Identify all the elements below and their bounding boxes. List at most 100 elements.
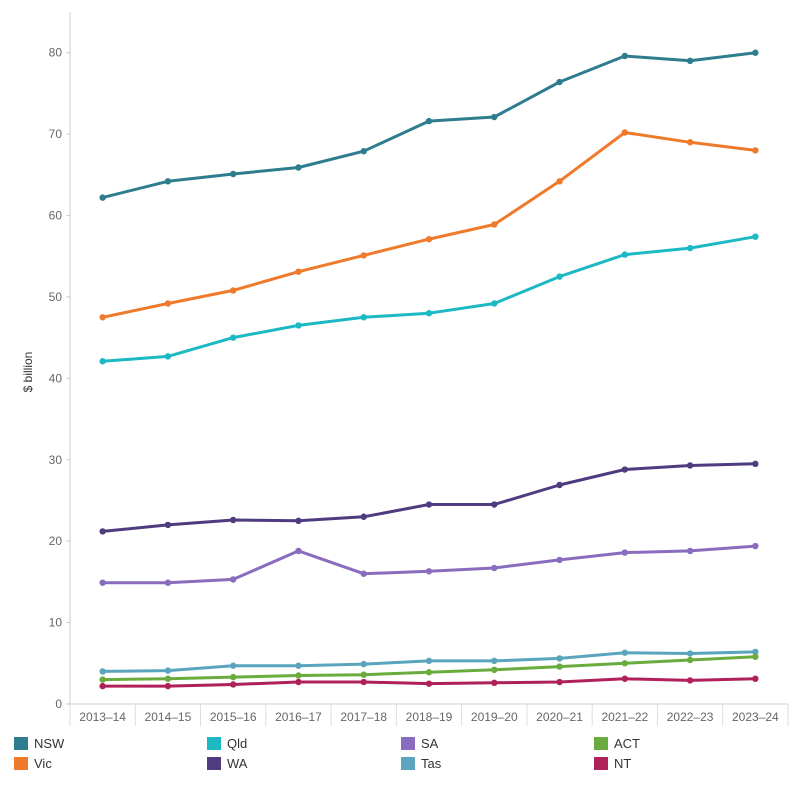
legend-item-wa[interactable]: WA [207, 753, 247, 773]
data-point-qld[interactable] [360, 314, 367, 321]
data-point-wa[interactable] [686, 462, 694, 469]
data-point-vic[interactable] [164, 300, 172, 307]
data-point-sa[interactable] [164, 579, 172, 586]
data-point-qld[interactable] [99, 358, 106, 365]
series-act [99, 653, 759, 683]
data-point-vic[interactable] [752, 147, 759, 154]
data-point-nsw[interactable] [425, 117, 433, 125]
data-point-nt[interactable] [752, 675, 759, 682]
data-point-vic[interactable] [425, 235, 433, 243]
legend-item-qld[interactable]: Qld [207, 733, 247, 753]
data-point-tas[interactable] [425, 657, 433, 665]
data-point-qld[interactable] [164, 353, 172, 360]
data-point-nsw[interactable] [752, 49, 759, 56]
data-point-act[interactable] [425, 669, 433, 676]
data-point-nt[interactable] [425, 680, 433, 687]
data-point-nt[interactable] [295, 678, 302, 686]
series-line-vic [101, 131, 757, 319]
data-point-nsw[interactable] [229, 170, 237, 178]
data-point-sa[interactable] [686, 547, 694, 555]
data-point-act[interactable] [686, 656, 694, 664]
data-point-nsw[interactable] [164, 178, 172, 185]
data-point-nsw[interactable] [686, 57, 694, 65]
data-point-wa[interactable] [229, 516, 237, 524]
data-point-wa[interactable] [360, 513, 367, 520]
data-point-sa[interactable] [752, 542, 759, 550]
data-point-vic[interactable] [556, 178, 563, 185]
data-point-wa[interactable] [425, 501, 433, 508]
data-point-tas[interactable] [99, 668, 106, 675]
data-point-act[interactable] [491, 666, 498, 674]
data-point-nt[interactable] [360, 678, 367, 686]
data-point-tas[interactable] [295, 662, 302, 669]
data-point-qld[interactable] [556, 273, 563, 280]
data-point-vic[interactable] [621, 129, 629, 136]
data-point-tas[interactable] [621, 649, 629, 656]
data-point-act[interactable] [360, 671, 367, 678]
data-point-wa[interactable] [556, 481, 563, 489]
data-point-sa[interactable] [491, 564, 498, 572]
data-point-nsw[interactable] [491, 113, 498, 121]
data-point-vic[interactable] [99, 314, 106, 321]
data-point-qld[interactable] [752, 233, 759, 240]
data-point-act[interactable] [752, 653, 759, 660]
data-point-nt[interactable] [686, 677, 694, 684]
legend-item-nsw[interactable]: NSW [14, 733, 64, 753]
data-point-sa[interactable] [295, 547, 302, 555]
data-point-vic[interactable] [491, 221, 498, 228]
data-point-nt[interactable] [229, 681, 237, 688]
data-point-sa[interactable] [99, 579, 106, 586]
data-point-nsw[interactable] [295, 164, 302, 171]
data-point-act[interactable] [99, 676, 106, 683]
y-tick-label: 0 [55, 697, 62, 711]
data-point-qld[interactable] [621, 251, 629, 258]
data-point-vic[interactable] [686, 139, 694, 146]
data-point-nt[interactable] [491, 679, 498, 687]
data-point-wa[interactable] [164, 521, 172, 529]
data-point-qld[interactable] [686, 244, 694, 252]
data-point-vic[interactable] [360, 252, 367, 259]
data-point-sa[interactable] [229, 576, 237, 583]
data-point-sa[interactable] [425, 568, 433, 575]
data-point-nsw[interactable] [360, 148, 367, 155]
data-point-sa[interactable] [556, 556, 563, 564]
data-point-nt[interactable] [164, 682, 172, 690]
data-point-nsw[interactable] [556, 78, 563, 86]
data-point-vic[interactable] [229, 287, 237, 294]
data-point-nt[interactable] [621, 675, 629, 682]
data-point-tas[interactable] [491, 657, 498, 665]
data-point-wa[interactable] [621, 466, 629, 473]
data-point-tas[interactable] [229, 662, 237, 669]
data-point-qld[interactable] [491, 300, 498, 307]
data-point-nt[interactable] [556, 678, 563, 686]
data-point-wa[interactable] [752, 460, 759, 468]
data-point-act[interactable] [295, 672, 302, 679]
data-point-tas[interactable] [164, 667, 172, 674]
data-point-vic[interactable] [295, 268, 302, 275]
data-point-wa[interactable] [295, 517, 302, 525]
data-point-qld[interactable] [229, 334, 237, 341]
data-point-sa[interactable] [360, 570, 367, 577]
data-point-tas[interactable] [752, 648, 759, 656]
data-point-act[interactable] [164, 675, 172, 682]
data-point-nt[interactable] [99, 682, 106, 690]
data-point-act[interactable] [621, 660, 629, 667]
data-point-sa[interactable] [621, 549, 629, 556]
data-point-tas[interactable] [686, 650, 694, 657]
y-tick-label: 10 [49, 616, 63, 630]
data-point-nsw[interactable] [621, 52, 629, 60]
data-point-act[interactable] [229, 673, 237, 681]
legend-item-nt[interactable]: NT [594, 753, 631, 773]
legend-item-act[interactable]: ACT [594, 733, 640, 753]
legend-item-vic[interactable]: Vic [14, 753, 52, 773]
data-point-wa[interactable] [99, 528, 106, 535]
data-point-qld[interactable] [425, 310, 433, 317]
data-point-qld[interactable] [295, 322, 302, 329]
data-point-nsw[interactable] [99, 194, 106, 201]
data-point-tas[interactable] [556, 655, 563, 662]
legend-item-sa[interactable]: SA [401, 733, 438, 753]
data-point-act[interactable] [556, 663, 563, 670]
data-point-tas[interactable] [360, 660, 367, 668]
legend-item-tas[interactable]: Tas [401, 753, 441, 773]
data-point-wa[interactable] [491, 501, 498, 508]
